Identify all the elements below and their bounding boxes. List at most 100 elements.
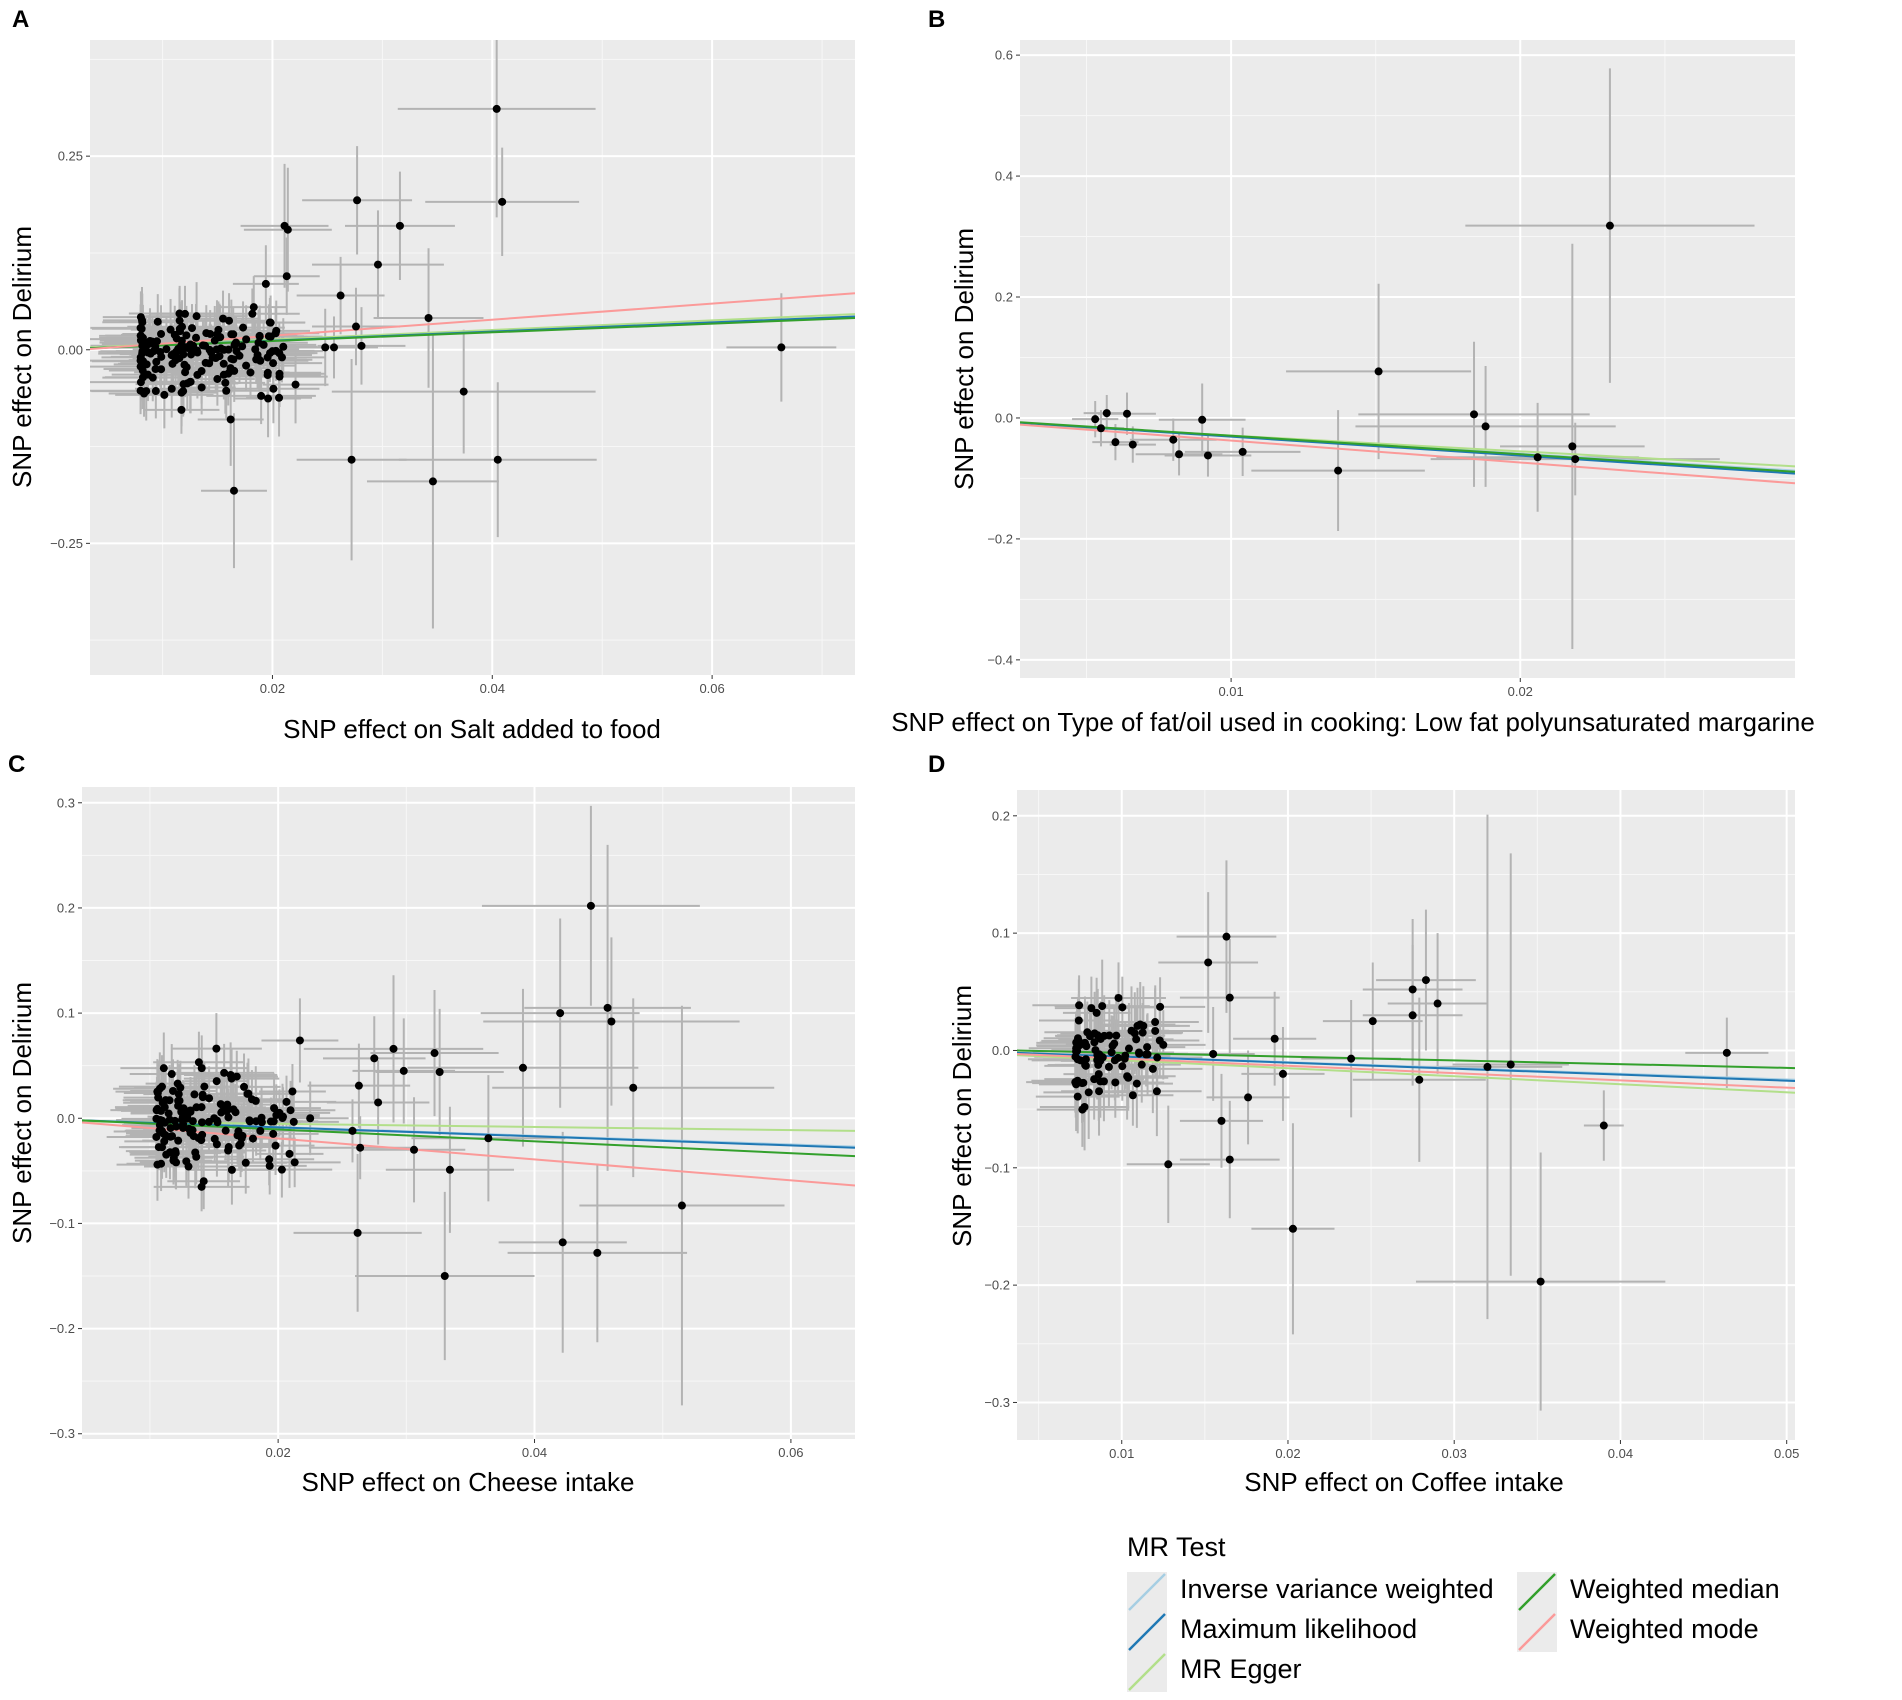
y-tick-label: −0.2 xyxy=(984,1278,1010,1293)
snp-point xyxy=(1571,455,1580,464)
snp-point xyxy=(271,1141,280,1150)
snp-point xyxy=(179,1120,188,1129)
snp-point xyxy=(159,1129,168,1138)
snp-point xyxy=(160,390,169,399)
snp-point xyxy=(370,1054,379,1063)
snp-point xyxy=(194,1058,203,1067)
snp-point xyxy=(176,1083,185,1092)
snp-point xyxy=(256,1126,265,1135)
snp-point xyxy=(138,366,147,375)
snp-point xyxy=(288,1087,297,1096)
snp-point xyxy=(1111,438,1120,447)
snp-point xyxy=(1074,1036,1083,1045)
y-tick-label: −0.2 xyxy=(49,1321,75,1336)
snp-point xyxy=(1095,1087,1104,1096)
snp-point xyxy=(354,1081,363,1090)
snp-point xyxy=(1114,993,1123,1002)
snp-point xyxy=(248,309,257,318)
x-tick-label: 0.02 xyxy=(1508,684,1533,699)
snp-point xyxy=(137,324,146,333)
snp-point xyxy=(1334,466,1343,475)
snp-point xyxy=(280,221,289,230)
snp-point xyxy=(1175,450,1184,459)
snp-point xyxy=(197,383,206,392)
x-tick-label: 0.03 xyxy=(1442,1446,1467,1461)
snp-point xyxy=(168,359,177,368)
snp-point xyxy=(223,1100,232,1109)
panel-d: D 0.01 0.02 0.03 0.04 0.05 0.2 0.1 0.0 −0.1 −0.2 −… xyxy=(928,751,1799,1497)
snp-point xyxy=(1133,1021,1142,1030)
snp-point xyxy=(1244,1093,1253,1102)
snp-point xyxy=(167,384,176,393)
snp-point xyxy=(395,221,404,230)
snp-point xyxy=(157,1106,166,1115)
snp-point xyxy=(357,341,366,350)
y-tick-label: 0.3 xyxy=(57,795,75,810)
snp-point xyxy=(356,1143,365,1152)
snp-point xyxy=(188,1117,197,1126)
snp-point xyxy=(157,329,166,338)
legend-swatch-weighted-median xyxy=(1518,1573,1556,1611)
snp-point xyxy=(265,1155,274,1164)
snp-point xyxy=(1222,932,1231,941)
snp-point xyxy=(399,1066,408,1075)
snp-point xyxy=(212,1077,221,1086)
snp-point xyxy=(212,1044,221,1053)
snp-point xyxy=(179,387,188,396)
snp-point xyxy=(1073,1092,1082,1101)
snp-point xyxy=(1225,1155,1234,1164)
y-tick-label: 0.0 xyxy=(992,1043,1010,1058)
snp-point xyxy=(1568,442,1577,451)
x-tick-label: 0.02 xyxy=(1275,1446,1300,1461)
snp-point xyxy=(353,1228,362,1237)
panel-a-letter: A xyxy=(12,6,29,33)
snp-point xyxy=(1091,415,1100,424)
snp-point xyxy=(142,360,151,369)
snp-point xyxy=(279,342,288,351)
snp-point xyxy=(1122,409,1131,418)
snp-point xyxy=(1481,422,1490,431)
snp-point xyxy=(1071,1078,1080,1087)
snp-point xyxy=(221,378,230,387)
snp-point xyxy=(1156,1002,1165,1011)
snp-point xyxy=(224,369,233,378)
y-tick-label: −0.1 xyxy=(49,1216,75,1231)
snp-point xyxy=(175,309,184,318)
legend-swatch-mr-egger xyxy=(1128,1653,1166,1691)
snp-point xyxy=(1092,1008,1101,1017)
snp-point xyxy=(248,1134,257,1143)
snp-point xyxy=(229,486,238,495)
snp-point xyxy=(1209,1049,1218,1058)
x-tick-label: 0.01 xyxy=(1218,684,1243,699)
snp-point xyxy=(1111,1078,1120,1087)
snp-point xyxy=(231,339,240,348)
panel-a-xlabel: SNP effect on Salt added to food xyxy=(283,714,661,744)
legend: MR Test Inverse variance weighted Maximum… xyxy=(1127,1532,1780,1692)
snp-point xyxy=(1153,1053,1162,1062)
x-tick-label: 0.02 xyxy=(265,1445,290,1460)
snp-point xyxy=(197,1103,206,1112)
panel-c-letter: C xyxy=(8,751,25,778)
snp-point xyxy=(247,1095,256,1104)
snp-point xyxy=(158,1098,167,1107)
snp-point xyxy=(1082,1042,1091,1051)
snp-point xyxy=(1506,1060,1515,1069)
snp-point xyxy=(169,1086,178,1095)
snp-point xyxy=(1408,1011,1417,1020)
panel-d-letter: D xyxy=(928,751,945,778)
snp-point xyxy=(295,1036,304,1045)
snp-point xyxy=(428,477,437,486)
snp-point xyxy=(1102,409,1111,418)
snp-point xyxy=(200,1082,209,1091)
snp-point xyxy=(167,1070,176,1079)
snp-point xyxy=(484,1134,493,1143)
snp-point xyxy=(257,391,266,400)
snp-point xyxy=(211,354,220,363)
snp-point xyxy=(277,1165,286,1174)
snp-point xyxy=(174,1096,183,1105)
snp-point xyxy=(1105,1031,1114,1040)
snp-point xyxy=(1470,410,1479,419)
snp-point xyxy=(593,1248,602,1257)
snp-point xyxy=(1347,1054,1356,1063)
snp-point xyxy=(165,1115,174,1124)
